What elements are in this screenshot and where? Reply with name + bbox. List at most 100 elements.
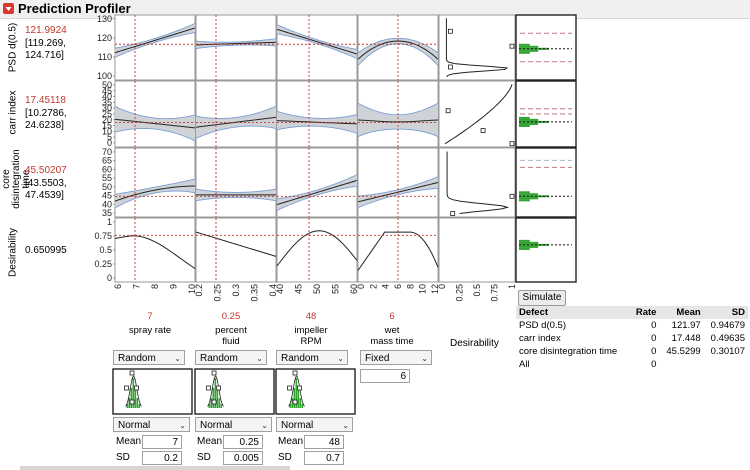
plot-frame	[276, 80, 358, 148]
percent-fluid-mean-input[interactable]: 0.25	[223, 435, 263, 449]
sd-label: SD	[278, 452, 292, 463]
confidence-lower-line	[195, 44, 277, 49]
percent-fluid-dist-type-select[interactable]: Normal ⌄	[195, 417, 272, 432]
confidence-upper-line	[195, 105, 277, 119]
y-tick-label: 0.75	[94, 231, 112, 241]
disclosure-menu-icon[interactable]	[3, 3, 14, 14]
spray-rate-sd-input[interactable]: 0.2	[142, 451, 182, 465]
y-tick-label: 50	[102, 182, 112, 192]
factor-label-percent-fluid: percent fluid	[215, 325, 247, 347]
plot-frame	[195, 217, 277, 283]
x-tick-label: 0	[356, 284, 366, 289]
x-tick-label: 4	[381, 284, 391, 289]
x-tick-label: 0.5	[472, 284, 482, 297]
wet-mass-time-dist-select[interactable]: Fixed ⌄	[360, 350, 432, 365]
confidence-lower-line	[357, 187, 439, 209]
impeller-rpm-dist-select[interactable]: Random ⌄	[276, 350, 348, 365]
response-label-desirability: Desirability	[7, 228, 19, 277]
x-tick-label: 1	[507, 284, 517, 289]
prediction-trace	[195, 231, 277, 257]
desirability-column-label: Desirability	[450, 338, 499, 349]
x-tick-label: 0.25	[213, 284, 223, 302]
plot-frame	[438, 80, 516, 148]
distribution-bar	[210, 398, 213, 408]
factor-value-wet-mass-time[interactable]: 6	[389, 311, 395, 322]
percent-fluid-sd-input[interactable]: 0.005	[223, 451, 263, 465]
defect-table-header: Defect Rate Mean SD	[516, 306, 748, 319]
sim-histogram-bar	[519, 51, 530, 54]
y-tick-label: 45	[102, 191, 112, 201]
y-tick-label: 45	[102, 86, 112, 96]
y-tick-label: 0	[107, 138, 112, 148]
distribution-bar	[295, 378, 298, 408]
sim-histogram-bar	[519, 193, 539, 196]
window-title: Prediction Profiler	[18, 1, 131, 16]
distribution-handle	[216, 385, 221, 391]
y-tick-label: 50	[102, 80, 112, 90]
distribution-bar	[299, 398, 302, 408]
mean-label: Mean	[197, 436, 223, 447]
table-row: PSD d(0.5) 0 121.97 0.94679	[519, 320, 745, 331]
sim-histogram-bar	[519, 199, 530, 202]
x-tick-label: 8	[405, 284, 415, 289]
sd-label: SD	[116, 452, 130, 463]
x-tick-label: 10	[418, 284, 428, 294]
impeller-rpm-dist-type-select[interactable]: Normal ⌄	[276, 417, 353, 432]
spray-rate-mean-input[interactable]: 7	[142, 435, 182, 449]
confidence-upper-line	[276, 24, 358, 50]
y-tick-label: 40	[102, 92, 112, 102]
simulate-button[interactable]: Simulate	[518, 290, 566, 306]
y-tick-label: 0.5	[99, 245, 112, 255]
spray-rate-dist-type-select[interactable]: Normal ⌄	[113, 417, 190, 432]
factor-label-spray-rate: spray rate	[128, 325, 172, 336]
col-defect: Defect	[516, 306, 631, 319]
factor-value-impeller-rpm[interactable]: 48	[305, 311, 317, 322]
desirability-handle	[450, 211, 456, 216]
prediction-trace	[114, 235, 196, 269]
table-row: carr index 0 17.448 0.49635	[519, 333, 745, 344]
impeller-rpm-mean-input[interactable]: 48	[304, 435, 344, 449]
y-tick-label: 0	[107, 273, 112, 283]
distribution-bar	[220, 404, 223, 408]
distribution-bar	[291, 398, 294, 408]
prediction-trace	[114, 27, 196, 54]
confidence-lower-line	[195, 125, 277, 139]
sim-histogram-bar	[519, 191, 530, 194]
y-tick-label: 5	[107, 132, 112, 142]
distribution-curve	[207, 375, 224, 407]
y-tick-label: 120	[97, 33, 112, 43]
sim-histogram-bar	[519, 243, 549, 246]
x-tick-label: 10	[187, 284, 197, 294]
distribution-bar	[216, 388, 219, 408]
sim-histogram-bar	[519, 47, 549, 50]
distribution-bar	[297, 388, 300, 408]
y-tick-label: 40	[102, 199, 112, 209]
desirability-handle	[509, 193, 515, 199]
x-tick-label: 50	[312, 284, 322, 294]
sim-histogram-bar	[519, 245, 539, 248]
x-tick-label: 0.75	[490, 284, 500, 302]
sim-histogram-bar	[519, 239, 530, 242]
col-rate: Rate	[630, 306, 660, 319]
factor-value-spray-rate[interactable]: 7	[147, 311, 153, 322]
prediction-trace	[276, 179, 358, 206]
x-tick-label: 8	[150, 284, 160, 289]
distribution-handle	[206, 385, 211, 391]
distribution-handle	[134, 385, 139, 391]
prediction-trace	[276, 28, 358, 55]
distribution-bar	[138, 404, 141, 408]
spray-rate-dist-select[interactable]: Random ⌄	[113, 350, 185, 365]
impeller-rpm-sd-input[interactable]: 0.7	[304, 451, 344, 465]
sim-histogram-bar	[519, 241, 539, 244]
chevron-down-icon: ⌄	[174, 354, 181, 363]
wet-mass-time-fixed-input[interactable]: 6	[360, 369, 410, 383]
factor-distribution-plot	[194, 368, 275, 415]
horizontal-scrollbar[interactable]	[20, 466, 290, 470]
percent-fluid-dist-select[interactable]: Random ⌄	[195, 350, 267, 365]
chevron-down-icon: ⌄	[261, 421, 268, 430]
factor-label-impeller-rpm: impeller RPM	[294, 325, 328, 347]
distribution-bar	[134, 388, 137, 408]
factor-value-percent-fluid[interactable]: 0.25	[221, 311, 241, 322]
x-tick-label: 7	[132, 284, 142, 289]
y-tick-label: 65	[102, 156, 112, 166]
